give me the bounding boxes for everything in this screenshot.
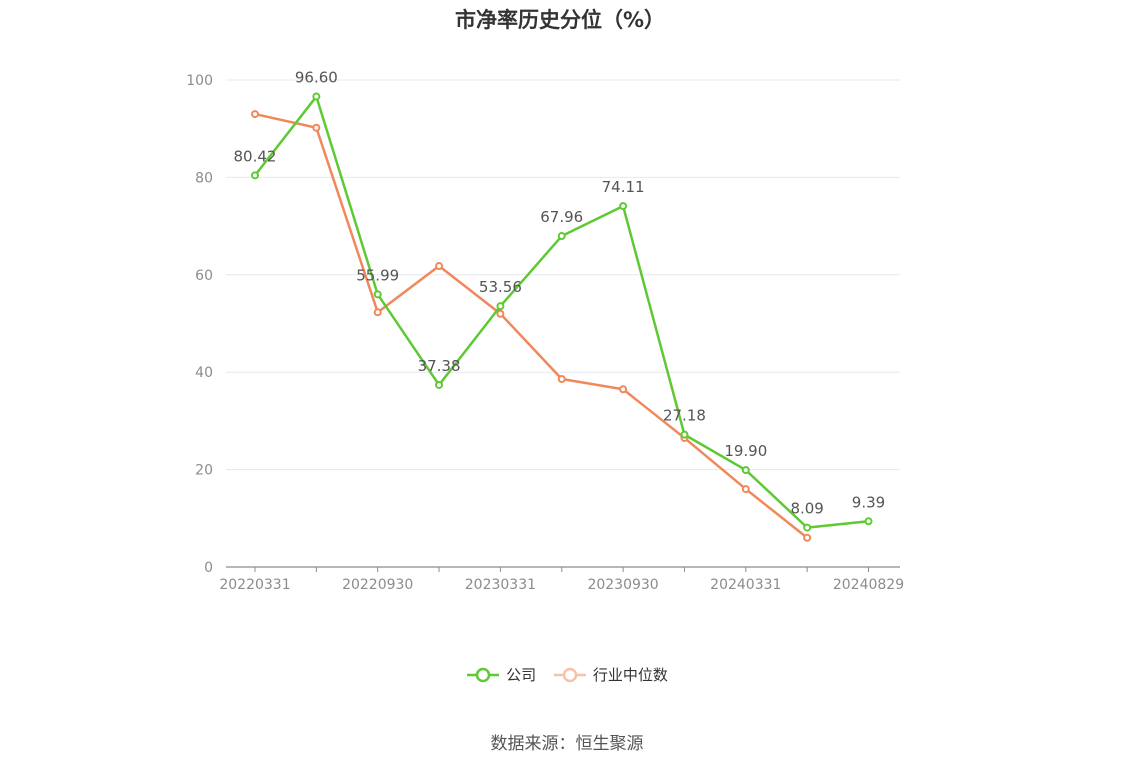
data-source: 数据来源：恒生聚源: [490, 734, 644, 754]
point-industry-median-20230930: [619, 385, 628, 394]
series: [251, 92, 873, 542]
point-company-20221230: [435, 380, 444, 389]
point-company-20220930: [373, 290, 382, 299]
point-industry-median-20240628: [803, 533, 812, 542]
data-label-company-20240829: 9.39: [852, 493, 885, 511]
point-company-20231229: [680, 430, 689, 439]
chart-title: 市净率历史分位（%）: [454, 8, 666, 32]
point-industry-median-20230331: [496, 309, 505, 318]
legend-label-company: 公司: [506, 666, 537, 684]
point-industry-median-20221230: [435, 262, 444, 271]
data-label-company-20220331: 80.42: [234, 147, 277, 165]
legend-marker-company-icon: [467, 667, 500, 682]
data-label-company-20221230: 37.38: [418, 357, 461, 375]
legend: 公司 行业中位数: [0, 664, 1134, 687]
data-label-company-20231229: 27.18: [663, 407, 706, 425]
legend-marker-industry-median-icon: [553, 667, 586, 682]
data-label-company-20240628: 8.09: [790, 500, 823, 518]
y-tick-label-80: 80: [195, 170, 213, 186]
y-tick-label-100: 100: [186, 73, 213, 89]
data-label-company-20220630: 96.60: [295, 69, 338, 87]
y-tick-label-40: 40: [195, 365, 213, 381]
point-company-20240331: [741, 466, 750, 475]
point-industry-median-20220331: [251, 110, 259, 119]
x-tick-label-20240331: 20240331: [710, 577, 781, 593]
data-labels: 80.42 96.60 55.99 37.38 53.56 67.96 74.11 27.18…: [234, 69, 886, 518]
point-company-20230930: [619, 202, 628, 211]
series-line-industry-median: [254, 112, 808, 539]
x-tick-label-20230930: 20230930: [587, 577, 658, 593]
point-company-20230630: [557, 232, 566, 241]
x-tick-label-20220331: 20220331: [219, 577, 290, 593]
y-tick-label-20: 20: [195, 463, 213, 479]
legend-item-industry-median[interactable]: 行业中位数: [553, 664, 668, 685]
x-tick-label-20240829: 20240829: [833, 577, 904, 593]
data-label-company-20220930: 55.99: [356, 266, 399, 284]
point-industry-median-20220930: [373, 308, 382, 317]
point-industry-median-20230630: [557, 375, 566, 384]
x-tick-label-20230331: 20230331: [465, 577, 536, 593]
point-company-20220331: [251, 171, 259, 180]
series-line-company: [254, 95, 869, 529]
axes: 0 20 40 60 80 100 20220331 20220930 20230331 2023…: [186, 73, 904, 593]
y-tick-label-0: 0: [204, 560, 213, 576]
data-label-company-20230930: 74.11: [602, 178, 645, 196]
point-company-20230331: [496, 302, 505, 311]
point-industry-median-20240331: [741, 485, 750, 494]
grid-lines: [226, 79, 900, 471]
point-company-20220630: [312, 92, 321, 101]
legend-label-industry-median: 行业中位数: [592, 666, 668, 684]
point-industry-median-20220630: [312, 123, 321, 132]
point-company-20240829: [864, 517, 873, 526]
point-company-20240628: [803, 523, 812, 532]
data-label-company-20230630: 67.96: [540, 208, 583, 226]
data-label-company-20240331: 19.90: [724, 442, 767, 460]
data-label-company-20230331: 53.56: [479, 278, 522, 296]
x-tick-label-20220930: 20220930: [342, 577, 413, 593]
legend-item-company[interactable]: 公司: [466, 664, 536, 685]
y-tick-label-60: 60: [195, 268, 213, 284]
